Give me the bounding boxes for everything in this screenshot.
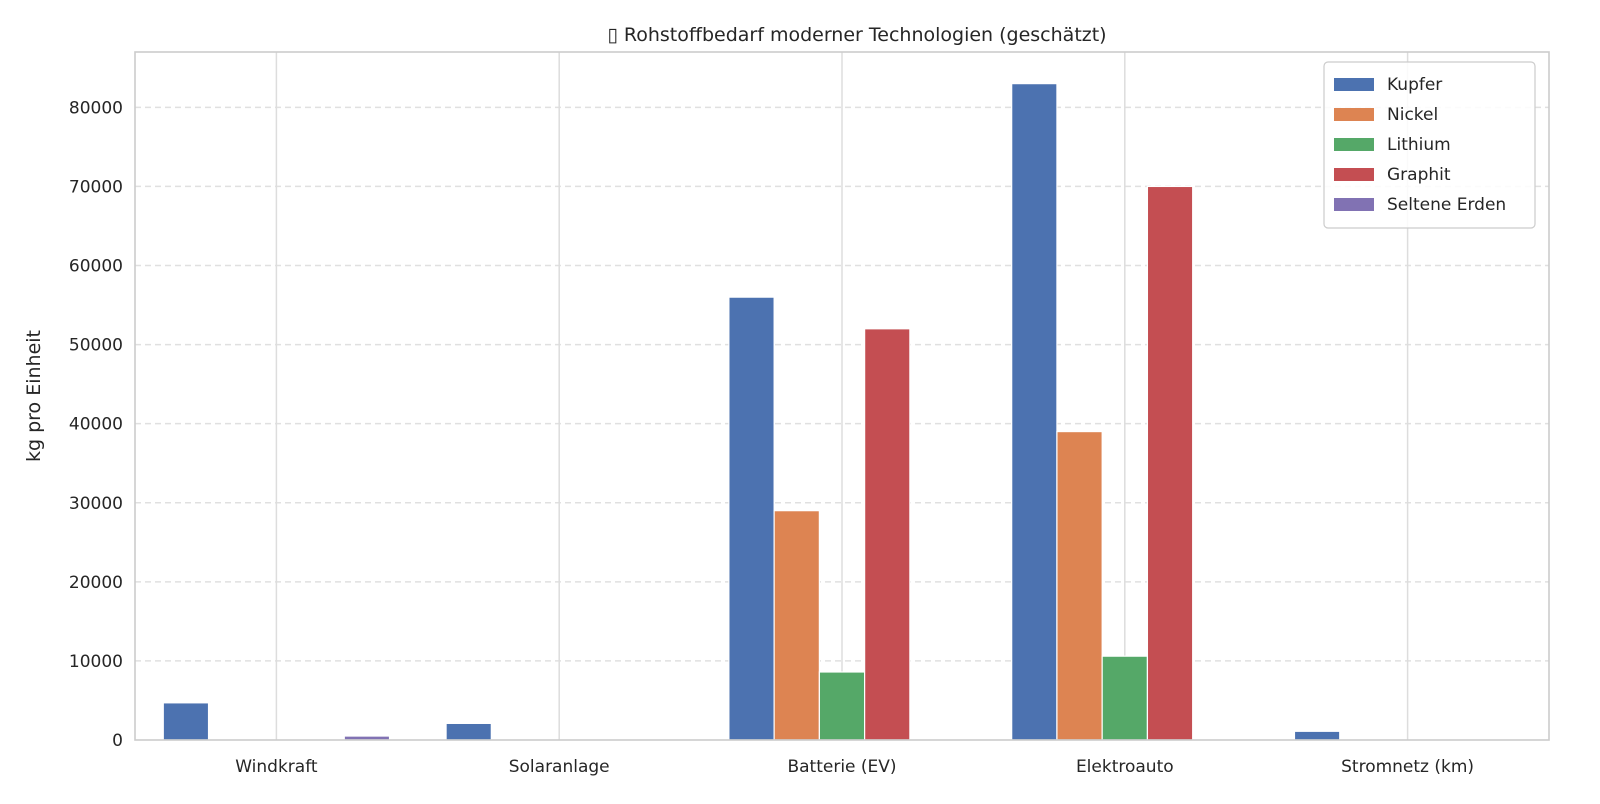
legend-swatch bbox=[1334, 138, 1374, 151]
x-tick-label: Stromnetz (km) bbox=[1341, 757, 1474, 777]
bar-kupfer-0 bbox=[162, 702, 210, 741]
bars-layer bbox=[162, 83, 1341, 741]
bar-lithium-2 bbox=[818, 671, 866, 741]
y-tick-label: 50000 bbox=[69, 336, 123, 356]
chart-title: ▯ Rohstoffbedarf moderner Technologien (… bbox=[607, 24, 1106, 46]
y-tick-label: 80000 bbox=[69, 98, 123, 118]
y-axis-label: kg pro Einheit bbox=[23, 330, 45, 462]
legend-label: Graphit bbox=[1387, 165, 1451, 185]
legend-swatch bbox=[1334, 198, 1374, 211]
y-tick-label: 20000 bbox=[69, 573, 123, 593]
legend: Kupfer Nickel Lithium Graphit Seltene Erden bbox=[1323, 61, 1536, 229]
bar-graphit-3 bbox=[1146, 185, 1194, 741]
bar-nickel-3 bbox=[1056, 430, 1103, 741]
y-tick-label: 10000 bbox=[69, 652, 123, 672]
bar-nickel-2 bbox=[773, 510, 820, 741]
y-tick-label: 0 bbox=[112, 731, 123, 751]
bar-lithium-3 bbox=[1101, 655, 1149, 741]
bar-kupfer-1 bbox=[445, 722, 492, 741]
legend-frame bbox=[1323, 61, 1536, 229]
y-tick-label: 40000 bbox=[69, 415, 123, 435]
legend-swatch bbox=[1334, 168, 1374, 181]
y-tick-label: 60000 bbox=[69, 257, 123, 277]
bar-kupfer-4 bbox=[1293, 730, 1341, 741]
x-tick-label: Batterie (EV) bbox=[787, 757, 896, 777]
x-tick-label: Windkraft bbox=[235, 757, 318, 777]
legend-label: Nickel bbox=[1387, 105, 1438, 125]
bar-graphit-2 bbox=[864, 328, 911, 741]
legend-swatch bbox=[1334, 78, 1374, 91]
y-tick-label: 70000 bbox=[69, 177, 123, 197]
legend-label: Seltene Erden bbox=[1387, 195, 1506, 215]
y-tick-label: 30000 bbox=[69, 494, 123, 514]
bar-kupfer-3 bbox=[1011, 83, 1058, 741]
legend-swatch bbox=[1334, 108, 1374, 121]
ticks-layer: 0 10000 20000 30000 40000 50000 60000 70000 8000… bbox=[69, 98, 1474, 777]
legend-label: Lithium bbox=[1387, 135, 1451, 155]
grid-layer bbox=[135, 52, 1549, 740]
x-tick-label: Solaranlage bbox=[509, 757, 610, 777]
plot-frame bbox=[134, 51, 1550, 741]
bar-kupfer-2 bbox=[728, 296, 775, 741]
x-tick-label: Elektroauto bbox=[1076, 757, 1174, 777]
legend-label: Kupfer bbox=[1387, 75, 1442, 95]
